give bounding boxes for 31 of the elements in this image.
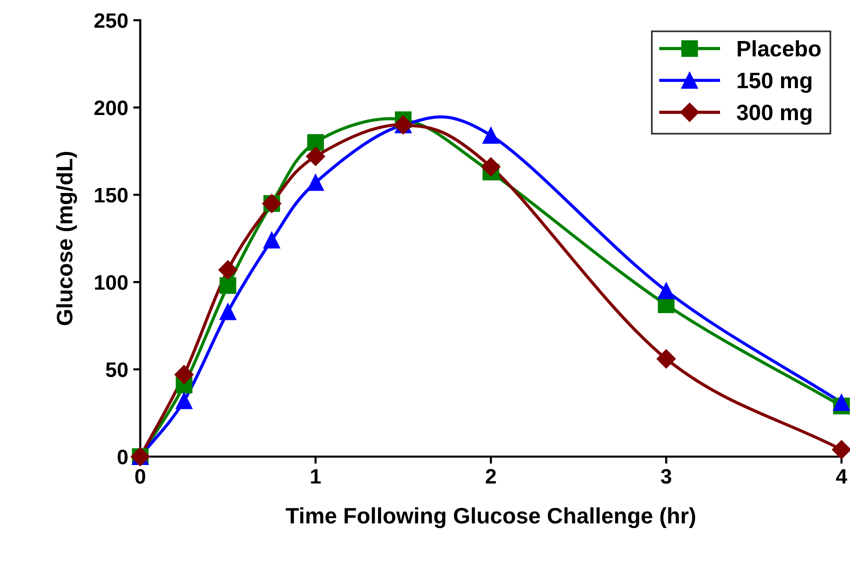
legend-label: Placebo [738,40,821,57]
point [832,440,850,460]
point [174,365,194,384]
x-tick-label: 2 [486,468,496,484]
point [833,394,850,411]
point [218,260,238,280]
point [658,282,675,300]
point [481,157,500,176]
point [482,127,500,144]
y-tick-label: 150 [95,188,128,203]
legend-label: 300 mg [736,104,812,125]
x-tick-label: 0 [135,468,146,484]
x-axis-title: Time Following Glucose Challenge (hr) [286,507,696,528]
point [306,146,326,166]
point [307,134,324,151]
y-tick-label: 0 [118,450,128,464]
point [220,277,236,294]
y-axis-title: Glucose (mg/dL) [56,152,78,326]
y-tick-label: 200 [94,100,128,116]
x-tick-label: 4 [836,469,848,484]
point [307,174,324,191]
point [263,232,280,249]
point [220,303,236,320]
legend-label: 150 mg [738,72,812,93]
point [656,349,676,368]
x-tick-label: 3 [660,468,672,484]
y-tick-label: 100 [95,275,128,290]
x-tick-label: 1 [311,469,321,484]
point [176,392,192,410]
y-tick-label: 50 [106,362,128,378]
y-tick-label: 250 [94,13,128,28]
